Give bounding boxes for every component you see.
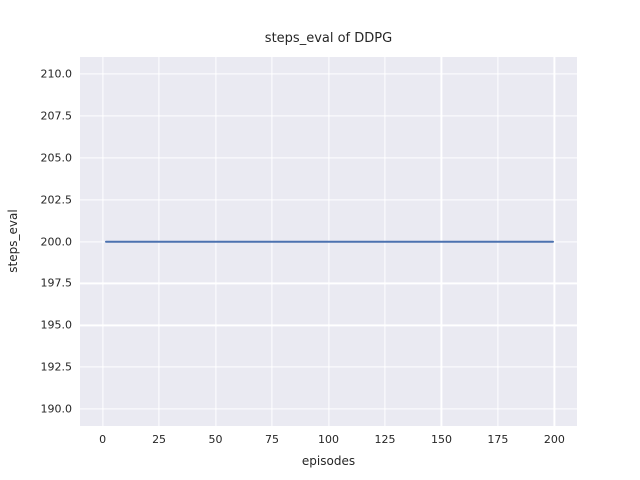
- x-tick-label: 25: [152, 433, 167, 446]
- y-tick-label: 202.5: [40, 193, 73, 207]
- x-tick-label: 200: [543, 433, 565, 446]
- gridline-y: [80, 73, 577, 75]
- x-axis-label: episodes: [301, 454, 356, 468]
- x-tick-label: 125: [374, 433, 396, 446]
- plot-area: 0 25 50 75 100 125 150 175 200 190.0 192.5 195.0 197…: [41, 57, 577, 446]
- x-tick-label: 75: [265, 433, 280, 446]
- y-tick-label: 197.5: [40, 276, 73, 290]
- gridline-y: [80, 282, 577, 285]
- y-tick-label: 205.0: [40, 151, 73, 165]
- y-tick-label: 200.0: [40, 235, 73, 248]
- gridline-y: [80, 115, 577, 117]
- x-tick-label: 150: [430, 433, 452, 446]
- gridline-y: [80, 408, 577, 410]
- y-axis-label: steps_eval: [6, 209, 20, 273]
- gridline-y: [80, 157, 577, 159]
- y-tick-label: 190.0: [40, 402, 73, 416]
- x-tick-label: 175: [487, 433, 509, 446]
- x-tick-label: 0: [99, 433, 107, 446]
- gridline-y: [80, 198, 577, 201]
- y-tick-label: 195.0: [40, 318, 73, 332]
- x-tick-label: 100: [318, 433, 339, 446]
- x-tick-label: 50: [208, 433, 223, 446]
- y-tick-label: 192.5: [40, 360, 73, 374]
- series-line-ddpg-steps-eval: [104, 240, 555, 243]
- gridline-y: [80, 324, 577, 326]
- y-tick-label: 210.0: [40, 67, 73, 81]
- chart-title: steps_eval of DDPG: [264, 31, 393, 46]
- y-tick-label: 207.5: [40, 109, 73, 123]
- gridline-y: [80, 366, 577, 368]
- plot-background: [80, 57, 577, 426]
